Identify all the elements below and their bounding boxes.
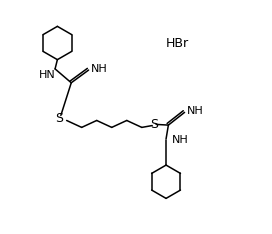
Text: S: S [150, 118, 158, 131]
Text: NH: NH [186, 106, 203, 116]
Text: HBr: HBr [166, 37, 189, 50]
Text: NH: NH [172, 135, 188, 145]
Text: HN: HN [39, 70, 55, 80]
Text: NH: NH [91, 64, 107, 74]
Text: S: S [55, 112, 63, 125]
